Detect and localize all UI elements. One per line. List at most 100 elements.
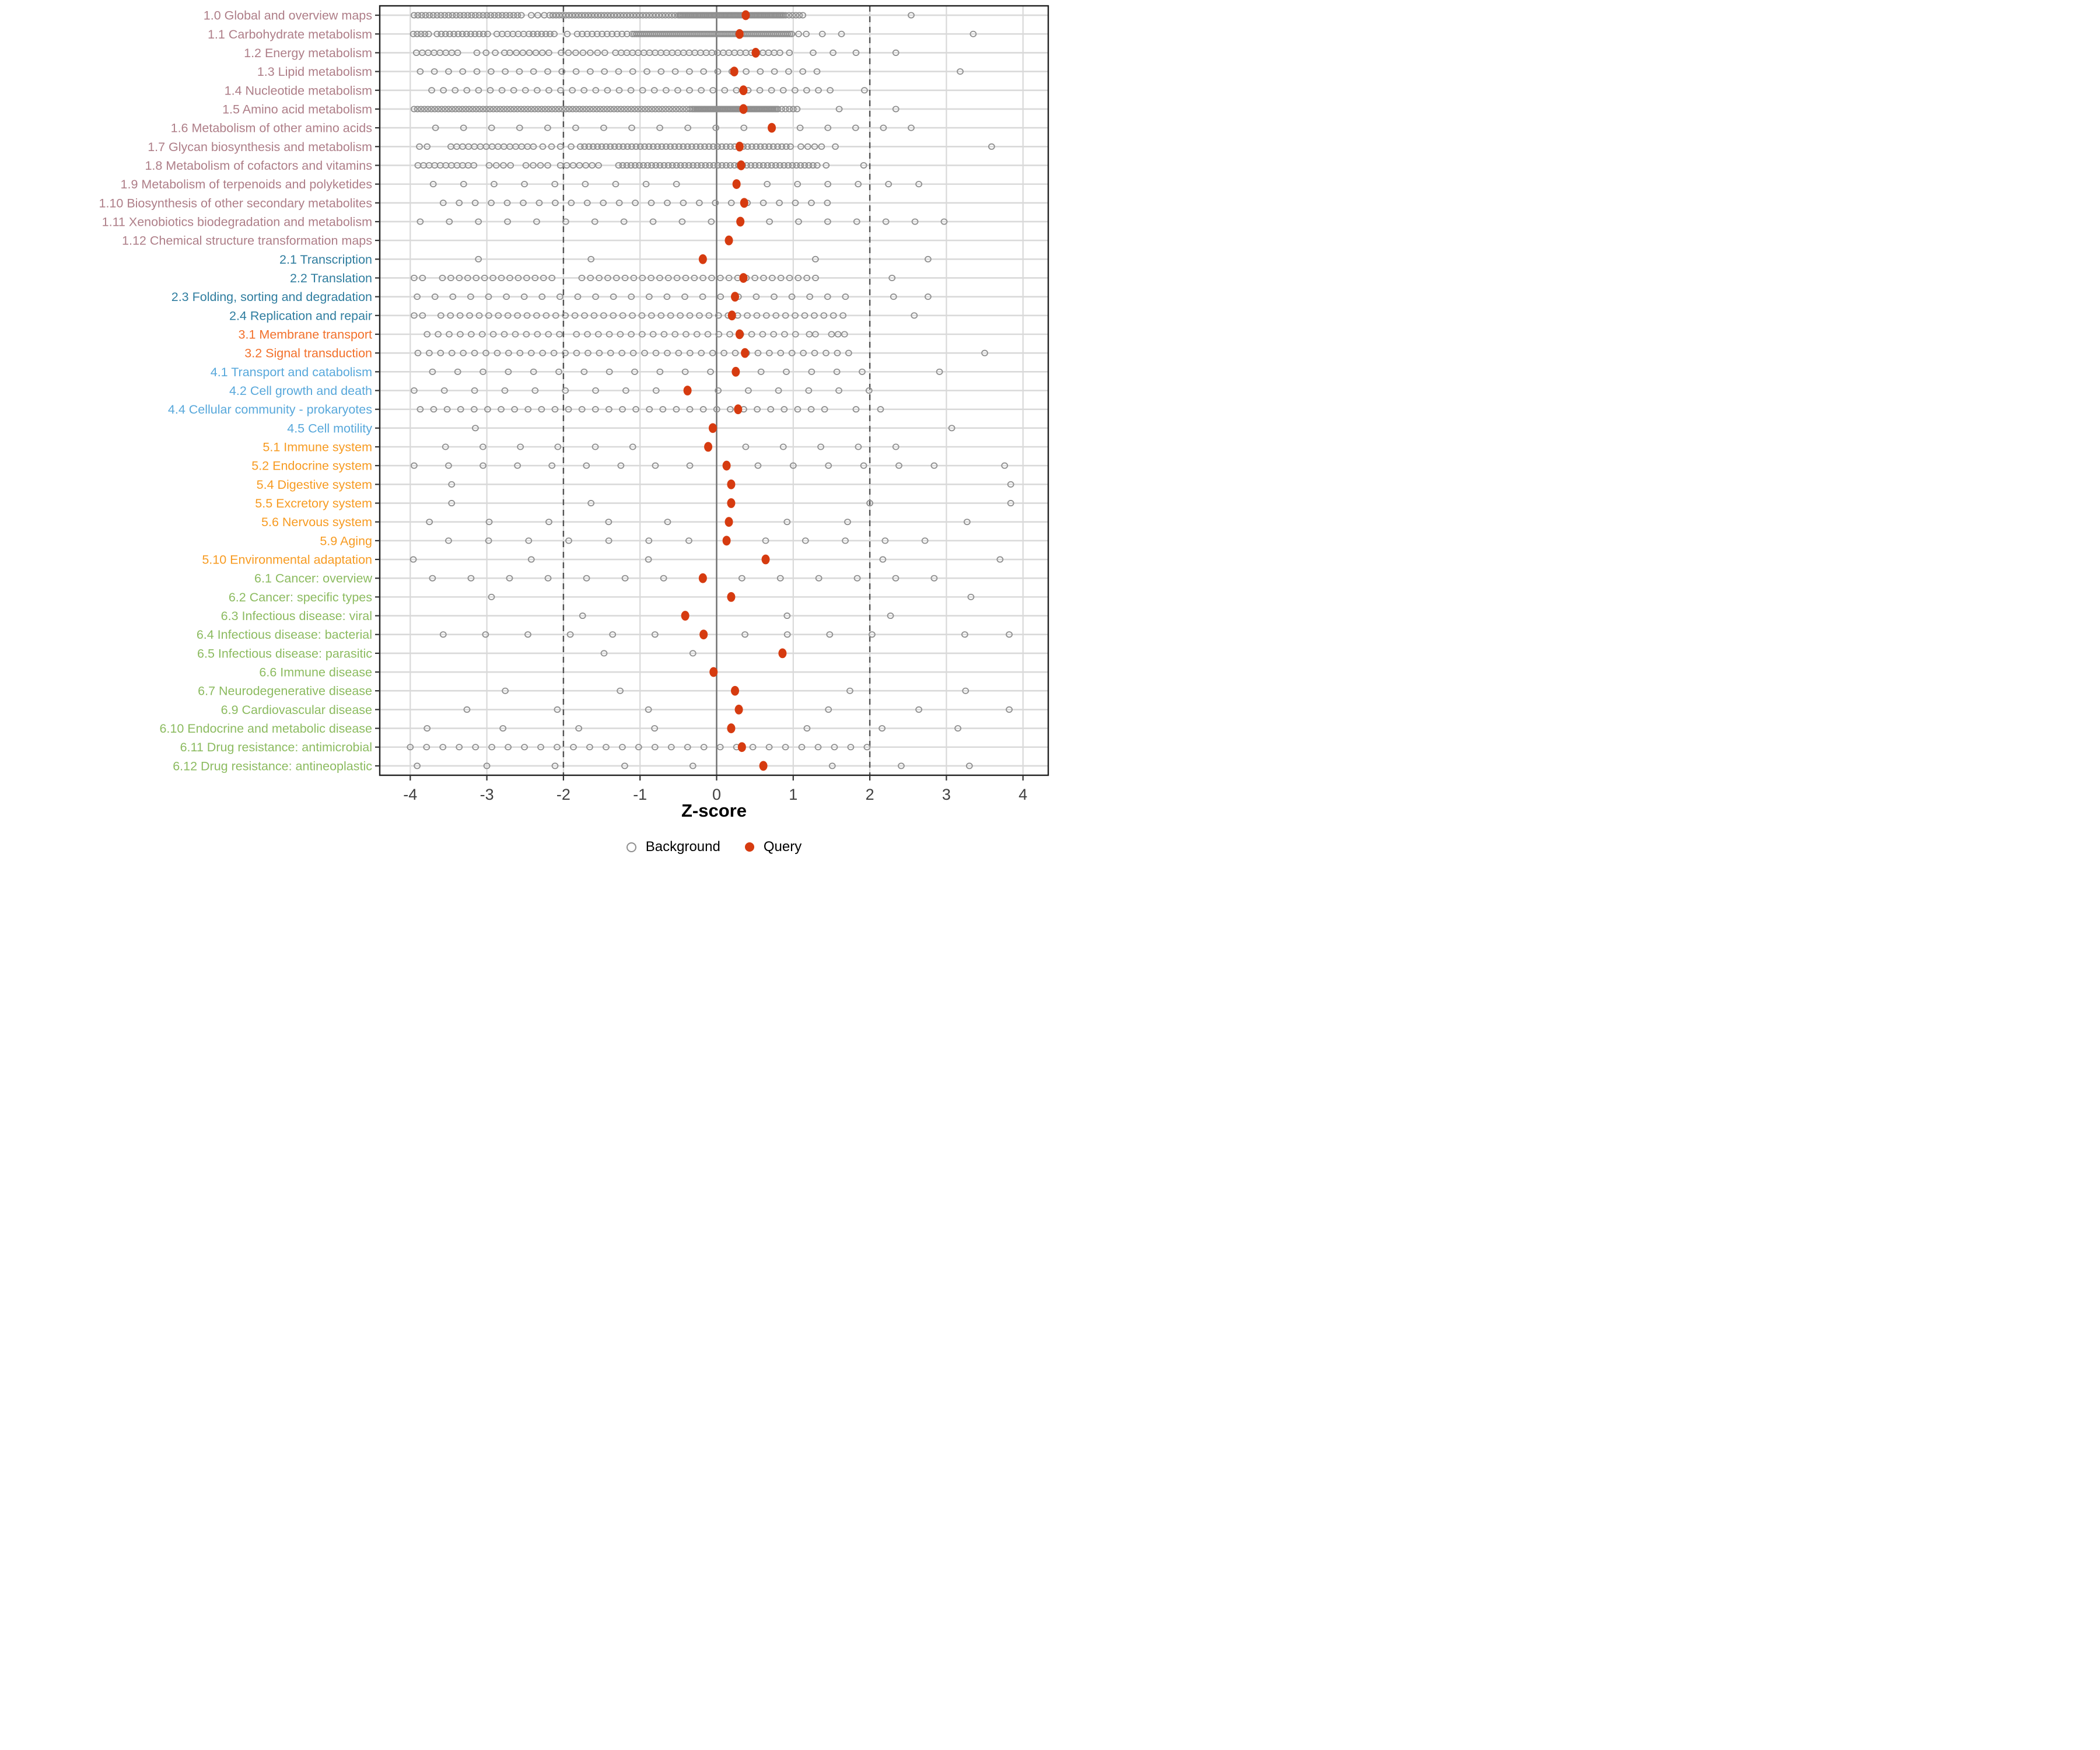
bg-point <box>738 575 746 582</box>
bg-point <box>475 218 482 225</box>
bg-point <box>1006 706 1013 713</box>
bg-point <box>534 106 542 113</box>
query-point <box>751 48 760 58</box>
kegg-zscore-figure: -4 -3 -2 -1 0 1 2 3 4 1.0 Global and overview map… <box>0 0 1050 875</box>
bg-point <box>684 143 691 150</box>
bg-point <box>673 406 680 413</box>
bg-point <box>464 274 471 281</box>
bg-point <box>664 200 671 206</box>
bg-point <box>733 87 740 94</box>
bg-point <box>472 12 479 19</box>
bg-point <box>740 124 748 131</box>
bg-point <box>555 12 563 19</box>
bg-point <box>556 331 563 338</box>
bg-point <box>628 106 635 113</box>
bg-point <box>464 12 471 19</box>
bg-point <box>681 293 688 300</box>
bg-point <box>646 406 653 413</box>
bg-point <box>705 312 713 319</box>
bg-point <box>446 218 453 225</box>
bg-point <box>796 124 804 131</box>
bg-point <box>620 143 627 150</box>
bg-point <box>572 124 579 131</box>
bg-point <box>442 30 449 37</box>
bg-point <box>797 162 804 169</box>
bg-point <box>657 312 665 319</box>
bg-point <box>516 124 523 131</box>
bg-point <box>432 124 439 131</box>
bg-point <box>482 349 489 356</box>
bg-point <box>865 387 873 394</box>
bg-point <box>833 368 841 375</box>
bg-point <box>578 406 586 413</box>
bg-point <box>586 68 594 75</box>
bg-point <box>439 274 446 281</box>
bg-point <box>558 49 565 56</box>
bg-point <box>646 12 653 19</box>
bg-point <box>760 274 767 281</box>
bg-point <box>480 106 487 113</box>
bg-point <box>520 293 528 300</box>
bg-point <box>555 106 562 113</box>
bg-point <box>559 12 566 19</box>
bg-point <box>813 162 821 169</box>
bg-point <box>620 218 628 225</box>
bg-point <box>727 143 734 150</box>
bg-point <box>679 106 687 113</box>
bg-point <box>652 462 659 469</box>
bg-point <box>892 443 900 450</box>
bg-point <box>554 706 561 713</box>
bg-point <box>652 12 660 19</box>
bg-point <box>596 349 603 356</box>
bg-point <box>662 12 669 19</box>
bg-point <box>594 12 601 19</box>
bg-point <box>825 706 832 713</box>
bg-point <box>534 331 541 338</box>
y-axis-label: 2.4 Replication and repair <box>229 309 372 323</box>
bg-point <box>686 406 694 413</box>
y-axis-label: 1.6 Metabolism of other amino acids <box>171 121 372 135</box>
bg-point <box>467 30 474 37</box>
bg-point <box>452 106 459 113</box>
bg-point <box>426 12 433 19</box>
bg-point <box>558 68 566 75</box>
bg-point <box>830 49 836 56</box>
bg-point <box>660 575 667 582</box>
bg-point <box>552 312 559 319</box>
bg-point <box>442 106 449 113</box>
x-axis-title: Z-score <box>681 800 747 821</box>
bg-point <box>452 87 459 94</box>
bg-point <box>811 312 818 319</box>
bg-point <box>516 68 523 75</box>
bg-point <box>545 49 552 56</box>
bg-point <box>667 143 674 150</box>
bg-point <box>818 30 826 37</box>
bg-point <box>531 274 539 281</box>
bg-point <box>430 68 438 75</box>
bg-point <box>498 274 505 281</box>
bg-point <box>776 575 784 582</box>
bg-point <box>835 387 842 394</box>
bg-point <box>603 106 611 113</box>
bg-point <box>765 349 773 356</box>
bg-point <box>414 349 422 356</box>
bg-point <box>786 49 793 56</box>
bg-point <box>615 68 622 75</box>
bg-point <box>562 349 569 356</box>
bg-point <box>578 12 586 19</box>
bg-point <box>605 537 612 544</box>
bg-point <box>834 349 841 356</box>
bg-point <box>459 106 466 113</box>
bg-point <box>504 218 511 225</box>
bg-point <box>744 143 751 150</box>
bg-point <box>813 68 821 75</box>
bg-point <box>639 274 646 281</box>
bg-point <box>614 12 621 19</box>
bg-point <box>911 312 918 319</box>
bg-point <box>445 12 452 19</box>
bg-point <box>484 30 491 37</box>
bg-point <box>702 162 709 169</box>
bg-point <box>655 12 663 19</box>
y-axis-label: 2.2 Translation <box>290 271 372 285</box>
bg-point <box>726 162 734 169</box>
